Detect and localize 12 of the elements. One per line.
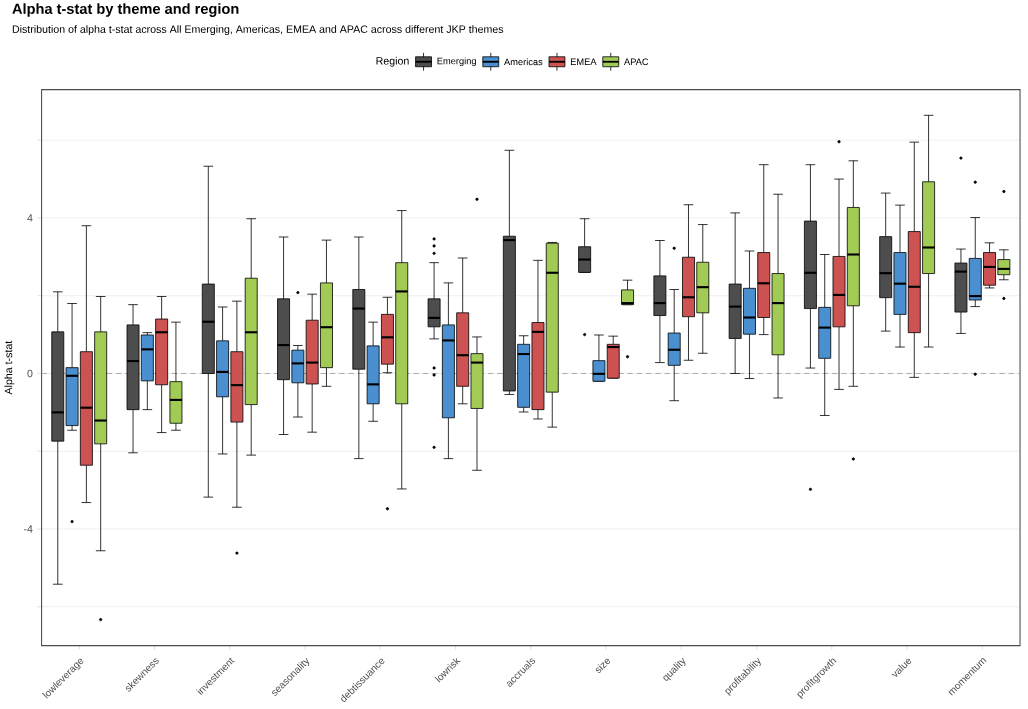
chart-subtitle: Distribution of alpha t-stat across All Emerging, Americas, EMEA and APAC across different JKP themes [12,25,504,35]
y-tick-label: 4 [27,214,33,222]
legend-label: Americas [504,58,543,66]
y-axis-title: Alpha t-stat [4,340,15,395]
y-tick-label: 0 [27,369,33,378]
chart-title: Alpha t-stat by theme and region [12,3,239,17]
legend-label: Emerging [437,57,476,66]
y-tick-label: -4 [23,525,33,533]
legend-title: Region [376,56,409,67]
legend-label: APAC [623,58,649,65]
legend-label: EMEA [570,58,597,65]
x-tick-label: size [595,658,611,673]
